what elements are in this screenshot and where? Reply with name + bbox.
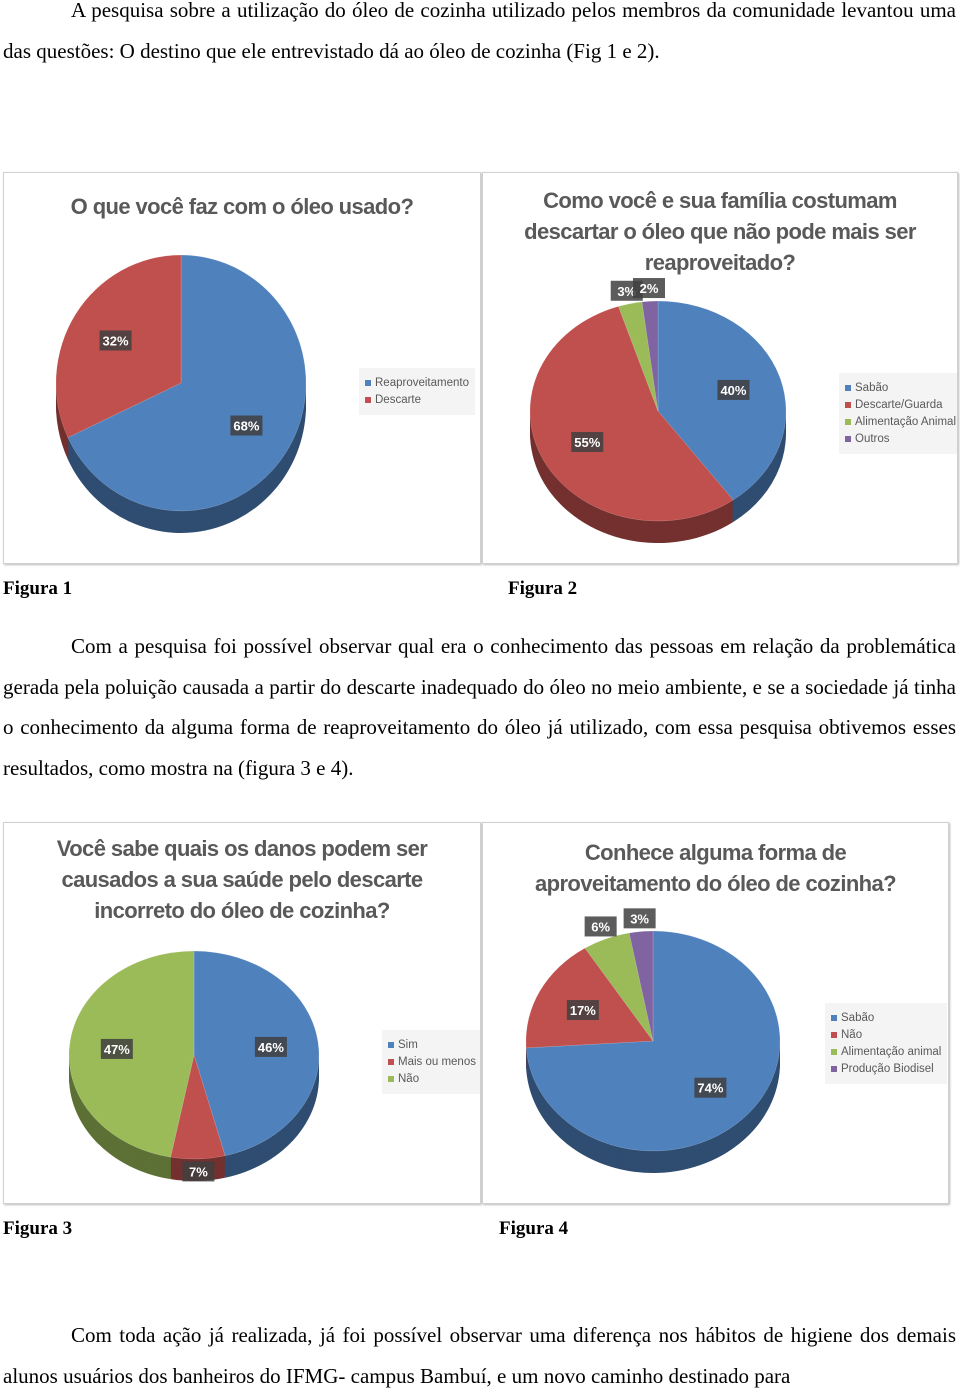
legend-swatch: [831, 1032, 837, 1038]
caption: Figura 1: [3, 578, 73, 599]
chart-title: O que você faz com o óleo usado?: [70, 194, 414, 219]
pie-chart: 40% 55% 3% 2%: [529, 278, 787, 543]
legend-swatch: [388, 1076, 394, 1082]
legend-label: Produção Biodisel: [841, 1063, 934, 1075]
legend-swatch: [388, 1042, 394, 1048]
pie-slice: [67, 254, 307, 512]
legend-label: Sabão: [855, 382, 889, 394]
legend-label: Alimentação Animal: [855, 416, 956, 428]
legend-label: Não: [398, 1073, 420, 1085]
legend-entry: Sim: [388, 1039, 476, 1051]
legend-swatch: [831, 1015, 837, 1021]
legend-entry: Sabão: [831, 1012, 941, 1024]
legend-entry: Alimentação animal: [831, 1046, 941, 1058]
legend-entry: Sabão: [845, 382, 956, 394]
label-bg: [99, 330, 132, 351]
data-label: 6%: [591, 919, 610, 934]
legend-entry: Produção Biodisel: [831, 1063, 941, 1075]
data-label: 2%: [640, 281, 659, 296]
caption: Figura 3: [3, 1218, 73, 1239]
paragraph: A pesquisa sobre a utilização do óleo de…: [3, 0, 956, 63]
legend: Sabão Descarte/Guarda Alimentação Animal Ou…: [839, 373, 957, 454]
data-label: 3%: [617, 284, 636, 299]
label-bg: [623, 908, 656, 929]
pie-chart: 74% 17% 6% 3%: [525, 908, 781, 1173]
pie-slice: [618, 301, 659, 412]
legend-label: Outros: [855, 433, 890, 445]
data-label: 46%: [258, 1040, 284, 1055]
data-label: 47%: [104, 1042, 130, 1057]
figure: 40% 55% 3% 2% Como você e sua família costum…: [482, 172, 958, 564]
data-label: 3%: [630, 911, 649, 926]
legend-swatch: [388, 1059, 394, 1065]
chart-title: Conhece alguma forma de aproveitamento d…: [535, 840, 897, 896]
pie-slice: [525, 947, 654, 1049]
caption: Figura 4: [499, 1218, 569, 1239]
data-label: 32%: [103, 333, 129, 348]
pie-slice: [529, 306, 734, 522]
legend-swatch: [845, 436, 851, 442]
legend-swatch: [365, 380, 371, 386]
legend-entry: Alimentação Animal: [845, 416, 956, 428]
pie-slice: [628, 930, 654, 1042]
legend-swatch: [845, 419, 851, 425]
data-label: 74%: [697, 1081, 723, 1096]
legend-entry: Não: [388, 1073, 476, 1085]
legend: Sim Mais ou menos Não: [382, 1030, 480, 1094]
legend-swatch: [831, 1066, 837, 1072]
label-bg: [182, 1161, 215, 1182]
pie-slice: [170, 1054, 226, 1160]
label-bg: [632, 278, 665, 299]
legend-entry: Descarte/Guarda: [845, 399, 956, 411]
legend-entry: Não: [831, 1029, 941, 1041]
legend: Sabão Não Alimentação animal Produção Biodi…: [825, 1003, 948, 1084]
legend-entry: Reaproveitamento: [365, 377, 469, 389]
legend-entry: Descarte: [365, 394, 469, 406]
chart-title: Você sabe quais os danos podem ser causa…: [56, 836, 428, 923]
paragraph: Com a pesquisa foi possível observar qua…: [3, 634, 956, 780]
legend-label: Descarte/Guarda: [855, 399, 943, 411]
figure: 46% 7% 47% Você sabe quais os danos podem s…: [3, 822, 481, 1204]
label-bg: [694, 1077, 727, 1098]
chart-title: Como você e sua família costumam descart…: [524, 188, 916, 275]
paragraph: Com toda ação já realizada, já foi possí…: [3, 1323, 956, 1388]
legend-label: Descarte: [375, 394, 422, 406]
label-bg: [230, 415, 263, 436]
legend-label: Alimentação animal: [841, 1046, 942, 1058]
label-bg: [100, 1038, 133, 1059]
legend-label: Reaproveitamento: [375, 377, 469, 389]
figure: 74% 17% 6% 3% Conhece alguma forma de aprove…: [482, 822, 949, 1204]
pie-slice: [657, 300, 787, 501]
legend-swatch: [831, 1049, 837, 1055]
data-label: 7%: [189, 1164, 208, 1179]
pie-chart: 68% 32%: [55, 254, 307, 533]
label-bg: [571, 431, 604, 452]
legend-swatch: [365, 397, 371, 403]
caption: Figura 2: [508, 578, 578, 599]
legend: Reaproveitamento Descarte: [359, 368, 475, 415]
pie-slice: [641, 300, 659, 412]
data-label: 68%: [233, 419, 259, 434]
legend-entry: Outros: [845, 433, 956, 445]
label-bg: [717, 379, 750, 400]
legend-label: Sim: [398, 1039, 418, 1051]
legend-swatch: [845, 385, 851, 391]
label-bg: [584, 916, 617, 937]
legend-swatch: [845, 402, 851, 408]
data-label: 55%: [574, 435, 600, 450]
label-bg: [566, 1000, 599, 1021]
figure: 68% 32% O que você faz com o óleo usado? Re…: [3, 172, 481, 564]
label-bg: [254, 1036, 287, 1057]
pie-chart: 46% 7% 47%: [68, 950, 320, 1182]
pie-slice: [584, 932, 654, 1042]
legend-label: Mais ou menos: [398, 1056, 476, 1068]
legend-label: Não: [841, 1029, 863, 1041]
legend-label: Sabão: [841, 1012, 875, 1024]
data-label: 17%: [570, 1003, 596, 1018]
legend-entry: Mais ou menos: [388, 1056, 476, 1068]
data-label: 40%: [720, 383, 746, 398]
